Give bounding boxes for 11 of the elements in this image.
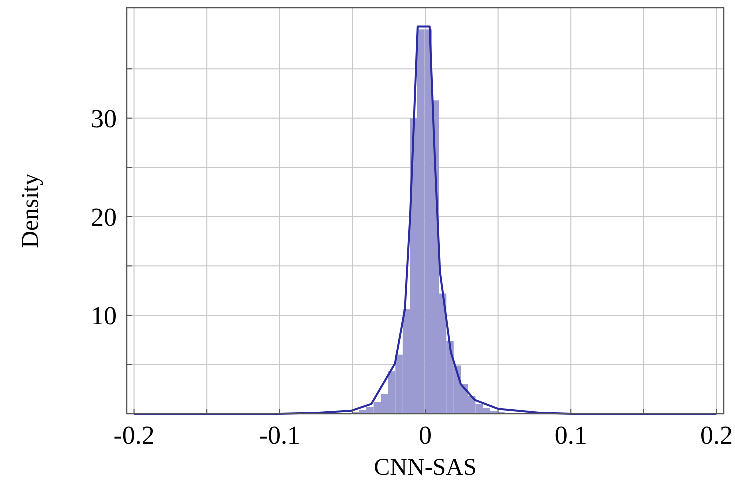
y-tick-label: 20 xyxy=(91,203,117,232)
x-axis-title: CNN-SAS xyxy=(374,455,477,481)
x-tick-label: 0 xyxy=(419,421,432,450)
y-tick-label: 10 xyxy=(91,302,117,331)
y-tick-label: 30 xyxy=(91,104,117,134)
x-tick-label: 0.1 xyxy=(554,421,588,450)
y-axis-title: Density xyxy=(18,174,44,248)
line-series xyxy=(133,26,718,415)
x-tick-label: -0.1 xyxy=(259,421,300,450)
x-tick-label: -0.2 xyxy=(114,421,155,450)
x-tick-label: 0.2 xyxy=(700,421,733,450)
